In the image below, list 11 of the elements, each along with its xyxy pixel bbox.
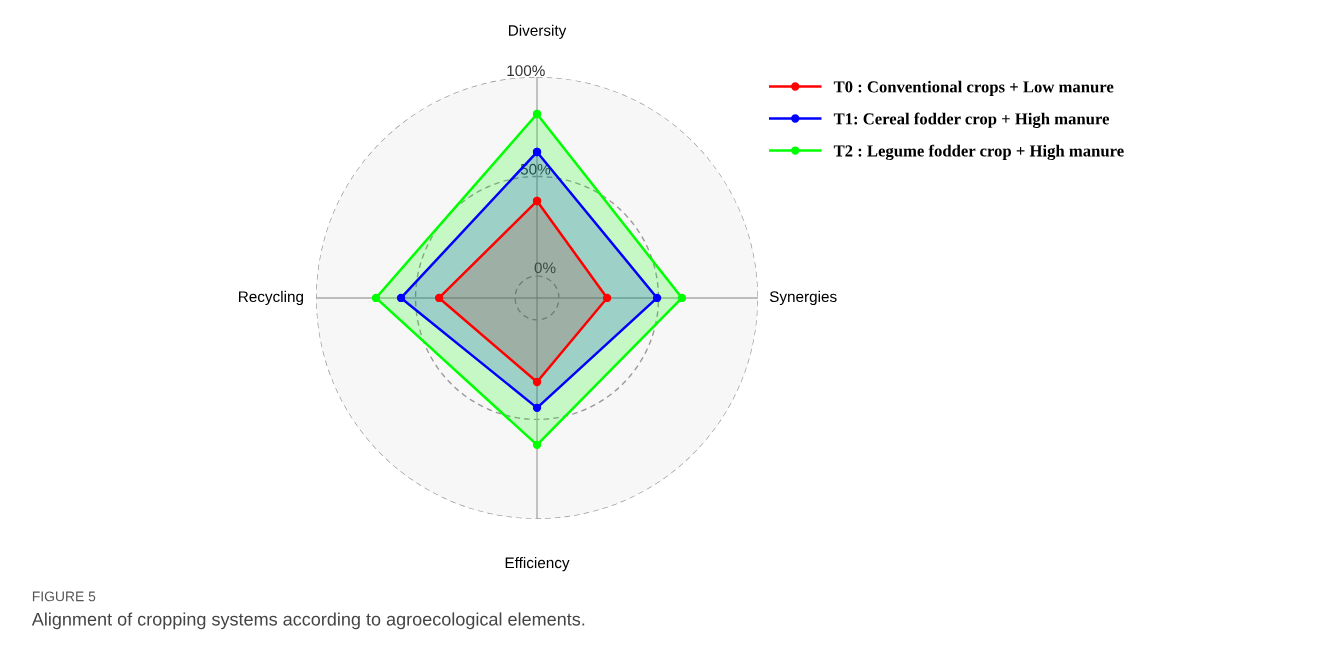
caption: FIGURE 5 bbox=[32, 591, 96, 602]
legend-label: T1: Cereal fodder crop + High manure bbox=[833, 112, 1110, 128]
legend-label: T0 : Conventional crops + Low manure bbox=[833, 80, 1114, 96]
legend-label: T2 : Legume fodder crop + High manure bbox=[833, 144, 1124, 161]
spoke-label: Recycling bbox=[239, 290, 303, 306]
spoke-label: Synergies bbox=[769, 290, 837, 306]
spoke-label: Efficiency bbox=[505, 556, 570, 572]
text: Alignment of cropping systems according to agroecological elements. bbox=[31, 612, 585, 630]
y-tick-label: 100% bbox=[507, 65, 545, 77]
y-tick-label: 0% bbox=[534, 262, 556, 274]
spoke-label: Diversity bbox=[508, 24, 567, 39]
